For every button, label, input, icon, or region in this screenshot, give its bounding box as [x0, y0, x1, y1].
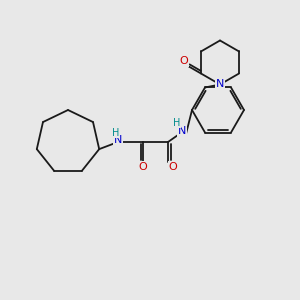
Text: O: O: [169, 162, 177, 172]
Text: N: N: [216, 80, 224, 89]
Text: N: N: [178, 126, 186, 136]
Text: H: H: [112, 128, 120, 138]
Text: N: N: [114, 135, 122, 145]
Text: H: H: [173, 118, 181, 128]
Text: O: O: [180, 56, 188, 67]
Text: O: O: [139, 162, 147, 172]
